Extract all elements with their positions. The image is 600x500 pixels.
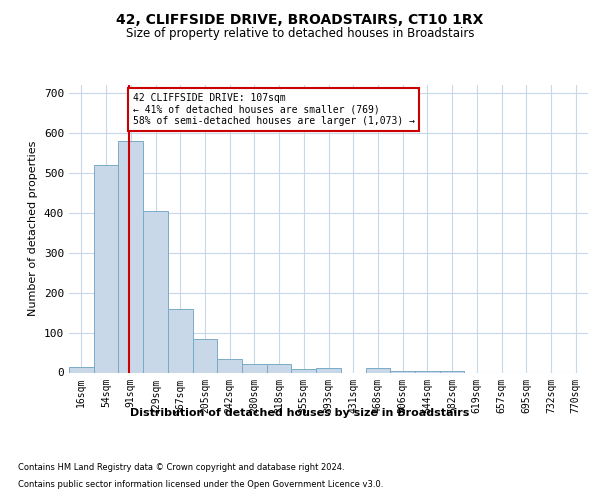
Bar [217,358,242,372]
Text: 42, CLIFFSIDE DRIVE, BROADSTAIRS, CT10 1RX: 42, CLIFFSIDE DRIVE, BROADSTAIRS, CT10 1… [116,12,484,26]
Bar [242,364,267,372]
Bar [118,141,143,372]
Bar [292,368,316,372]
Bar [267,364,292,372]
Text: 42 CLIFFSIDE DRIVE: 107sqm
← 41% of detached houses are smaller (769)
58% of sem: 42 CLIFFSIDE DRIVE: 107sqm ← 41% of deta… [133,93,415,126]
Text: Contains HM Land Registry data © Crown copyright and database right 2024.: Contains HM Land Registry data © Crown c… [18,462,344,471]
Text: Distribution of detached houses by size in Broadstairs: Distribution of detached houses by size … [130,408,470,418]
Bar [143,211,168,372]
Y-axis label: Number of detached properties: Number of detached properties [28,141,38,316]
Bar [365,368,390,372]
Bar [316,368,341,372]
Bar [193,338,217,372]
Bar [94,165,118,372]
Text: Size of property relative to detached houses in Broadstairs: Size of property relative to detached ho… [126,28,474,40]
Bar [69,366,94,372]
Text: Contains public sector information licensed under the Open Government Licence v3: Contains public sector information licen… [18,480,383,489]
Bar [168,308,193,372]
